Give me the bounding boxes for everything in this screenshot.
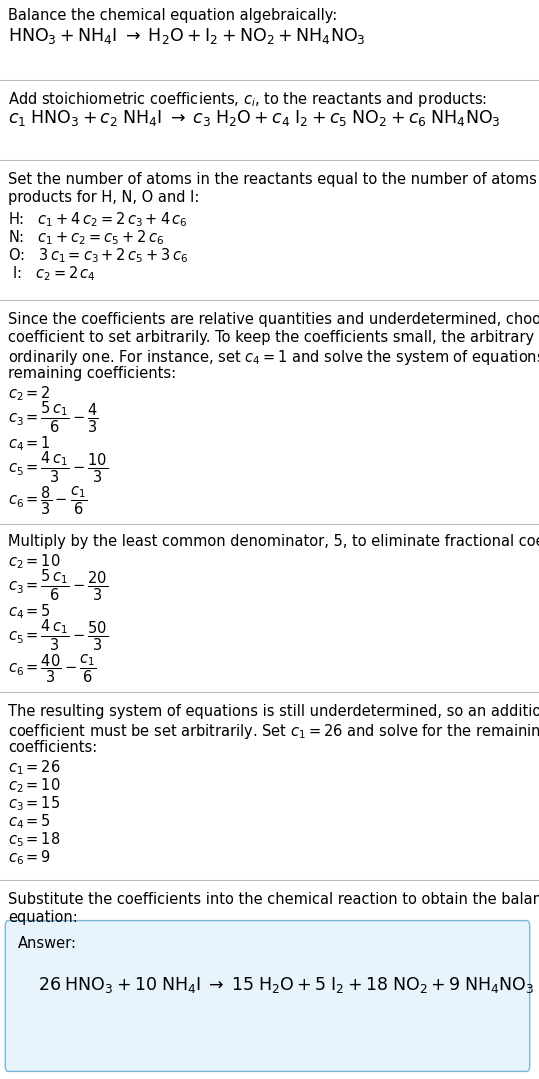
Text: $c_4 = 5$: $c_4 = 5$: [8, 812, 51, 831]
Text: ordinarily one. For instance, set $c_4 = 1$ and solve the system of equations fo: ordinarily one. For instance, set $c_4 =…: [8, 349, 539, 367]
Text: Set the number of atoms in the reactants equal to the number of atoms in the: Set the number of atoms in the reactants…: [8, 172, 539, 187]
FancyBboxPatch shape: [5, 920, 530, 1071]
Text: $26\;\mathregular{HNO_3} + 10\;\mathregular{NH_4I}\;\rightarrow\;15\;\mathregula: $26\;\mathregular{HNO_3} + 10\;\mathregu…: [38, 975, 534, 995]
Text: H:   $c_1 + 4\,c_2 = 2\,c_3 + 4\,c_6$: H: $c_1 + 4\,c_2 = 2\,c_3 + 4\,c_6$: [8, 210, 188, 229]
Text: $c_3 = \dfrac{5\,c_1}{6} - \dfrac{4}{3}$: $c_3 = \dfrac{5\,c_1}{6} - \dfrac{4}{3}$: [8, 400, 99, 435]
Text: $c_1\;\mathregular{HNO_3} + c_2\;\mathregular{NH_4I}\;\rightarrow\;c_3\;\mathreg: $c_1\;\mathregular{HNO_3} + c_2\;\mathre…: [8, 108, 501, 128]
Text: $c_2 = 10$: $c_2 = 10$: [8, 552, 60, 571]
Text: The resulting system of equations is still underdetermined, so an additional: The resulting system of equations is sti…: [8, 704, 539, 719]
Text: $c_3 = 15$: $c_3 = 15$: [8, 794, 60, 812]
Text: $c_6 = 9$: $c_6 = 9$: [8, 848, 51, 866]
Text: $c_5 = 18$: $c_5 = 18$: [8, 830, 60, 849]
Text: $c_5 = \dfrac{4\,c_1}{3} - \dfrac{50}{3}$: $c_5 = \dfrac{4\,c_1}{3} - \dfrac{50}{3}…: [8, 618, 108, 653]
Text: Since the coefficients are relative quantities and underdetermined, choose a: Since the coefficients are relative quan…: [8, 312, 539, 327]
Text: $c_4 = 1$: $c_4 = 1$: [8, 434, 51, 453]
Text: O:   $3\,c_1 = c_3 + 2\,c_5 + 3\,c_6$: O: $3\,c_1 = c_3 + 2\,c_5 + 3\,c_6$: [8, 246, 188, 264]
Text: Multiply by the least common denominator, 5, to eliminate fractional coefficient: Multiply by the least common denominator…: [8, 534, 539, 549]
Text: I:   $c_2 = 2\,c_4$: I: $c_2 = 2\,c_4$: [12, 264, 96, 283]
Text: $c_1 = 26$: $c_1 = 26$: [8, 759, 60, 777]
Text: $\mathregular{HNO_3 + NH_4I}$$\;\rightarrow\;$$\mathregular{H_2O + I_2 + NO_2 + : $\mathregular{HNO_3 + NH_4I}$$\;\rightar…: [8, 26, 365, 46]
Text: $c_2 = 10$: $c_2 = 10$: [8, 776, 60, 795]
Text: $c_5 = \dfrac{4\,c_1}{3} - \dfrac{10}{3}$: $c_5 = \dfrac{4\,c_1}{3} - \dfrac{10}{3}…: [8, 450, 108, 486]
Text: coefficients:: coefficients:: [8, 740, 97, 755]
Text: $c_6 = \dfrac{8}{3} - \dfrac{c_1}{6}$: $c_6 = \dfrac{8}{3} - \dfrac{c_1}{6}$: [8, 484, 87, 517]
Text: equation:: equation:: [8, 910, 78, 925]
Text: $c_6 = \dfrac{40}{3} - \dfrac{c_1}{6}$: $c_6 = \dfrac{40}{3} - \dfrac{c_1}{6}$: [8, 652, 96, 684]
Text: coefficient must be set arbitrarily. Set $c_1 = 26$ and solve for the remaining: coefficient must be set arbitrarily. Set…: [8, 722, 539, 741]
Text: $c_2 = 2$: $c_2 = 2$: [8, 384, 51, 402]
Text: Balance the chemical equation algebraically:: Balance the chemical equation algebraica…: [8, 8, 337, 23]
Text: Add stoichiometric coefficients, $c_i$, to the reactants and products:: Add stoichiometric coefficients, $c_i$, …: [8, 90, 487, 109]
Text: Substitute the coefficients into the chemical reaction to obtain the balanced: Substitute the coefficients into the che…: [8, 892, 539, 907]
Text: coefficient to set arbitrarily. To keep the coefficients small, the arbitrary va: coefficient to set arbitrarily. To keep …: [8, 330, 539, 345]
Text: Answer:: Answer:: [18, 935, 77, 951]
Text: products for H, N, O and I:: products for H, N, O and I:: [8, 190, 199, 205]
Text: $c_3 = \dfrac{5\,c_1}{6} - \dfrac{20}{3}$: $c_3 = \dfrac{5\,c_1}{6} - \dfrac{20}{3}…: [8, 568, 108, 603]
Text: remaining coefficients:: remaining coefficients:: [8, 366, 176, 381]
Text: $c_4 = 5$: $c_4 = 5$: [8, 602, 51, 620]
Text: N:   $c_1 + c_2 = c_5 + 2\,c_6$: N: $c_1 + c_2 = c_5 + 2\,c_6$: [8, 228, 164, 247]
